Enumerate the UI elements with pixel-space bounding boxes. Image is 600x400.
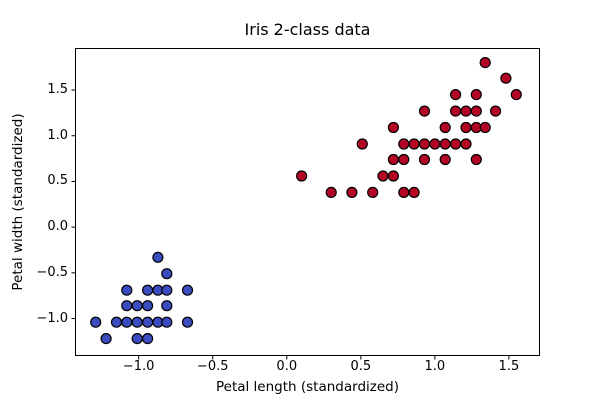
scatter-point-class0 <box>161 284 173 296</box>
scatter-point-class0 <box>131 316 143 328</box>
scatter-point-class1 <box>479 121 491 134</box>
scatter-point-class1 <box>325 186 337 198</box>
scatter-point-class0 <box>100 333 112 345</box>
x-tick-label: −0.5 <box>196 359 229 374</box>
scatter-point-class1 <box>418 153 431 166</box>
scatter-point-class1 <box>479 56 491 69</box>
scatter-point-class1 <box>387 170 399 182</box>
scatter-point-class0 <box>161 316 173 328</box>
y-axis-label: Petal width (standardized) <box>10 113 26 291</box>
scatter-point-class1 <box>439 138 451 150</box>
scatter-point-class0 <box>161 268 173 280</box>
scatter-point-class0 <box>121 316 133 328</box>
scatter-point-class0 <box>152 251 164 263</box>
x-tick-label: −1.0 <box>122 359 155 374</box>
scatter-point-class1 <box>387 121 399 134</box>
scatter-point-class1 <box>408 186 420 198</box>
scatter-point-class1 <box>296 170 308 182</box>
scatter-point-class1 <box>418 105 431 117</box>
scatter-point-class1 <box>500 72 512 84</box>
scatter-point-class1 <box>429 138 441 150</box>
y-tick-label: 1.5 <box>47 82 68 98</box>
scatter-point-class1 <box>377 170 389 182</box>
scatter-point-class0 <box>110 316 123 328</box>
scatter-point-class1 <box>490 105 502 117</box>
scatter-point-class0 <box>131 300 143 312</box>
scatter-point-class0 <box>90 316 102 328</box>
scatter-point-class1 <box>418 138 431 150</box>
scatter-point-class1 <box>439 121 451 134</box>
scatter-point-class1 <box>460 138 472 150</box>
y-tick-label: −0.5 <box>36 264 68 280</box>
scatter-point-class0 <box>142 284 154 296</box>
scatter-point-class1 <box>346 186 358 198</box>
scatter-point-class1 <box>398 153 410 166</box>
scatter-point-class1 <box>356 138 368 150</box>
scatter-point-class1 <box>439 153 451 166</box>
scatter-point-class1 <box>470 105 482 117</box>
scatter-point-class0 <box>181 316 194 328</box>
scatter-point-class1 <box>450 88 462 101</box>
scatter-point-class0 <box>142 333 154 345</box>
scatter-point-class1 <box>460 105 472 117</box>
scatter-point-class1 <box>398 186 410 198</box>
scatter-point-class1 <box>387 153 399 166</box>
x-tick-label: 0.5 <box>350 359 372 374</box>
x-tick-label: 0.0 <box>276 359 298 374</box>
scatter-point-class0 <box>142 300 154 312</box>
x-tick-label: 1.0 <box>424 359 446 374</box>
scatter-point-class1 <box>367 186 379 198</box>
scatter-point-class0 <box>121 300 133 312</box>
x-axis-label: Petal length (standardized) <box>215 379 400 395</box>
scatter-point-class1 <box>470 153 482 166</box>
scatter-point-class1 <box>398 138 410 150</box>
y-tick-label: −1.0 <box>36 310 68 326</box>
scatter-point-class1 <box>470 88 482 101</box>
y-tick-label: 0.0 <box>47 219 68 235</box>
x-tick-label: 1.5 <box>498 359 520 374</box>
scatter-point-class1 <box>460 121 472 134</box>
scatter-point-class0 <box>181 284 194 296</box>
scatter-point-class0 <box>142 316 154 328</box>
y-tick-label: 1.0 <box>47 127 68 143</box>
scatter-point-class1 <box>510 88 522 101</box>
scatter-point-class0 <box>161 300 173 312</box>
scatter-point-class1 <box>408 138 420 150</box>
scatter-point-class1 <box>450 138 462 150</box>
scatter-point-class0 <box>131 333 143 345</box>
chart-title: Iris 2-class data <box>244 20 371 39</box>
scatter-point-class1 <box>450 105 462 117</box>
scatter-point-class0 <box>121 284 133 296</box>
y-tick-label: 0.5 <box>47 173 68 189</box>
